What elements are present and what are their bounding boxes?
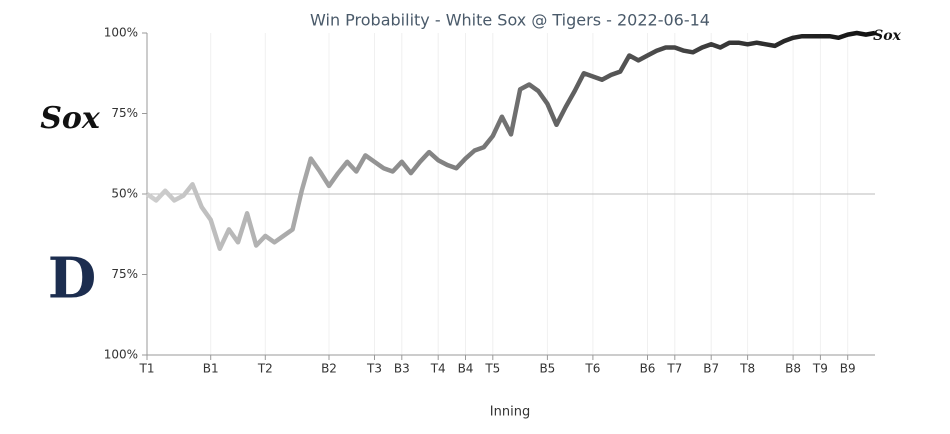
x-tick-label: T8	[739, 362, 755, 376]
y-tick-label: 100%	[104, 348, 138, 362]
x-tick-label: B7	[703, 362, 719, 376]
x-tick-label: B2	[321, 362, 337, 376]
y-tick-label: 75%	[111, 267, 138, 281]
x-tick-label: T3	[366, 362, 382, 376]
away-logo: Sox	[40, 101, 101, 136]
home-logo: D	[48, 246, 97, 312]
x-tick-label: B1	[203, 362, 219, 376]
x-tick-label: B8	[785, 362, 801, 376]
x-tick-label: B3	[394, 362, 410, 376]
x-tick-label: T6	[584, 362, 600, 376]
x-tick-label: T2	[257, 362, 273, 376]
x-axis-label: Inning	[490, 405, 530, 420]
x-tick-label: B9	[840, 362, 856, 376]
chart-title: Win Probability - White Sox @ Tigers - 2…	[310, 11, 710, 30]
y-tick-label: 100%	[104, 26, 138, 40]
end-logo: Sox	[873, 28, 901, 44]
x-tick-label: T1	[139, 362, 155, 376]
y-tick-label: 75%	[111, 106, 138, 120]
x-tick-label: T7	[666, 362, 682, 376]
win-prob-line	[145, 30, 876, 251]
x-tick-label: B5	[539, 362, 555, 376]
x-tick-label: B6	[640, 362, 656, 376]
y-tick-label: 50%	[111, 187, 138, 201]
x-tick-label: T5	[484, 362, 500, 376]
x-tick-label: T4	[430, 362, 446, 376]
x-tick-label: B4	[458, 362, 474, 376]
x-tick-label: T9	[812, 362, 828, 376]
